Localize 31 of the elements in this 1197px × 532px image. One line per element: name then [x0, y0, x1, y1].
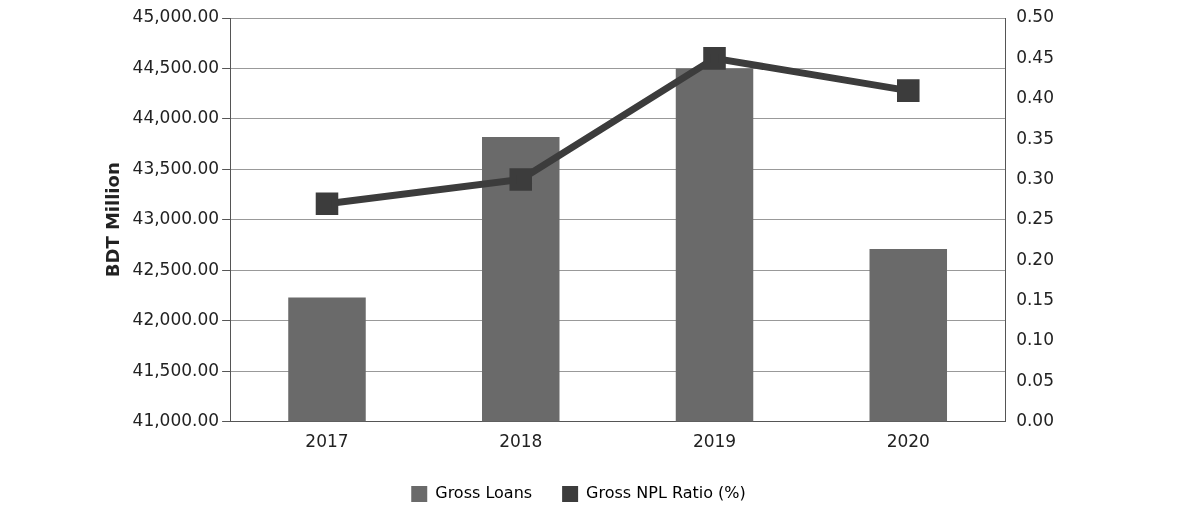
y-tick-label: 42,000.00	[132, 309, 220, 330]
point	[509, 168, 533, 191]
y-tick-label: 41,000.00	[132, 410, 220, 431]
x-tick-label: 2019	[692, 431, 737, 452]
y2-tick-label: 0.05	[1016, 369, 1055, 390]
point	[896, 79, 920, 102]
y-tick-label: 44,000.00	[132, 107, 220, 128]
y2-tick-label: 0.15	[1016, 288, 1055, 309]
point	[315, 192, 339, 215]
y2-tick-label: 0.30	[1016, 167, 1055, 188]
y-tick-label: 43,500.00	[132, 157, 220, 178]
y-tick-label: 44,500.00	[132, 56, 220, 77]
y2-tick-label: 0.10	[1016, 329, 1055, 350]
y-tick-label: 45,000.00	[132, 6, 220, 27]
point	[703, 47, 726, 70]
x-tick-label: 2017	[305, 431, 349, 452]
x-tick-label: 2020	[886, 431, 930, 452]
y2-tick-label: 0.40	[1016, 87, 1055, 108]
y-tick-label: 42,500.00	[132, 258, 220, 279]
legend-label: Gross NPL Ratio (%)	[586, 483, 746, 503]
y-tick-label: 43,000.00	[132, 208, 220, 229]
y2-tick-label: 0.45	[1016, 46, 1055, 67]
legend-label: Gross Loans	[435, 483, 533, 503]
y2-tick-label: 0.20	[1016, 248, 1055, 269]
y2-tick-label: 0.25	[1016, 208, 1055, 229]
y2-tick-label: 0.00	[1016, 410, 1055, 431]
y2-tick-label: 0.50	[1016, 6, 1055, 27]
y-axis-title: BDT Million	[102, 162, 124, 278]
y-tick-label: 41,500.00	[132, 359, 220, 380]
y2-tick-label: 0.35	[1016, 127, 1055, 148]
x-tick-label: 2018	[499, 431, 543, 452]
